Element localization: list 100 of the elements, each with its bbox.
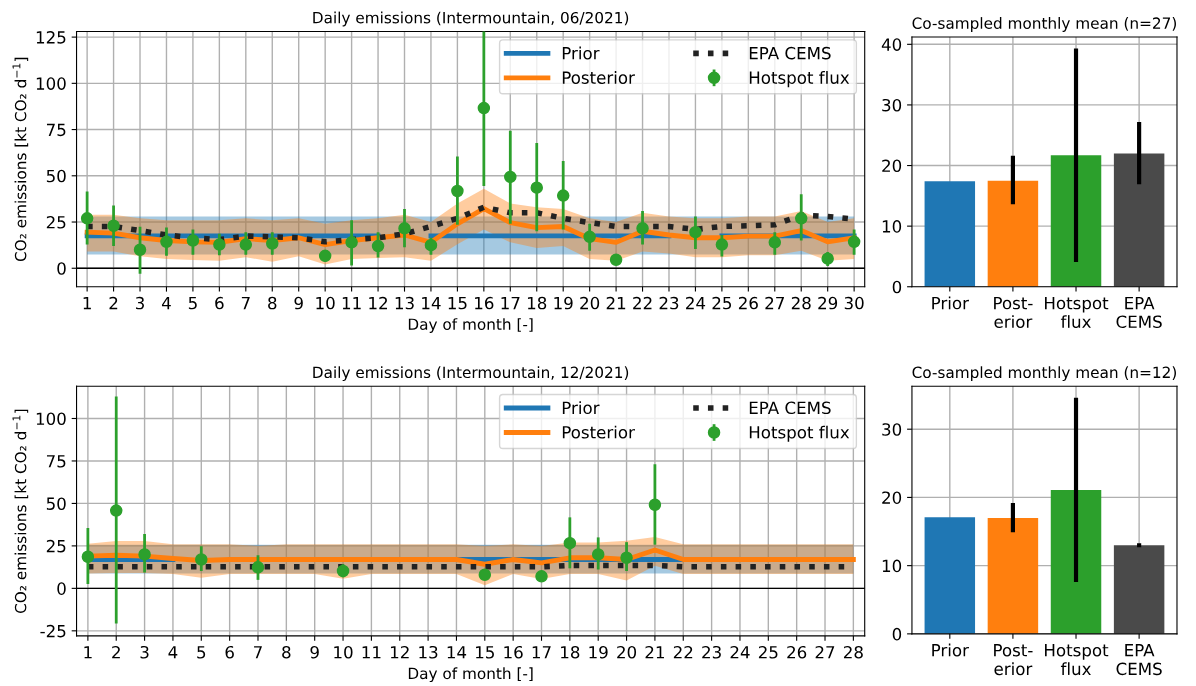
x-tick-label: 27 — [765, 296, 784, 310]
x-tick-label: 12 — [369, 296, 387, 310]
legend-label: Posterior — [562, 425, 635, 439]
x-tick-label: 10 — [334, 645, 353, 659]
legend-label: Hotspot flux — [749, 71, 850, 88]
legend-label: Posterior — [562, 71, 635, 84]
x-tick-label: 22 — [673, 645, 693, 659]
y-axis-title: CO₂ emissions [kt CO₂ d$^{−1}$] — [12, 409, 29, 614]
x-tick-label: 26 — [738, 296, 758, 310]
x-tick-label: 7 — [254, 646, 262, 659]
x-tick-label: 21 — [606, 296, 626, 310]
legend-label: Prior — [562, 401, 600, 415]
x-tick-label: Post- erior — [994, 644, 1033, 676]
x-tick-label: 25 — [712, 296, 732, 310]
x-tick-label: 24 — [730, 645, 750, 659]
chart-title: Daily emissions (Intermountain, 06/2021) — [313, 11, 629, 27]
x-tick-label: 17 — [532, 646, 551, 659]
x-tick-label: 5 — [188, 296, 197, 310]
x-tick-label: 15 — [476, 646, 494, 659]
x-tick-label: 28 — [791, 296, 811, 310]
x-tick-label: 7 — [241, 296, 250, 310]
x-tick-label: 24 — [686, 296, 706, 310]
x-tick-label: 9 — [310, 645, 319, 659]
x-tick-label: 28 — [843, 645, 863, 659]
x-axis-title: Day of month [-] — [408, 667, 533, 683]
x-tick-label: 2 — [109, 296, 118, 310]
x-tick-label: 30 — [844, 296, 864, 310]
x-tick-label: 29 — [818, 296, 838, 310]
x-tick-label: 8 — [282, 645, 291, 659]
y-axis-title: CO₂ emissions [kt CO₂ d$^{−1}$] — [12, 57, 29, 262]
y-tick-label: 40 — [881, 38, 902, 51]
x-tick-label: 13 — [395, 296, 414, 310]
x-tick-label: 22 — [633, 296, 652, 310]
x-tick-label: Hotspot flux — [1045, 296, 1109, 329]
x-tick-label: Prior — [932, 643, 969, 657]
legend-label: Prior — [562, 46, 600, 60]
x-tick-label: 21 — [645, 645, 664, 659]
x-tick-label: 20 — [580, 296, 600, 310]
x-tick-label: Post- erior — [994, 296, 1033, 329]
x-tick-label: 25 — [758, 645, 778, 659]
x-tick-label: 23 — [702, 645, 721, 659]
y-tick-label: 75 — [46, 123, 66, 137]
y-tick-label: 20 — [882, 491, 902, 504]
y-tick-label: 50 — [46, 497, 66, 510]
x-tick-label: 3 — [135, 296, 144, 310]
x-tick-label: 9 — [294, 296, 303, 310]
x-tick-label: EPA CEMS — [1116, 644, 1162, 676]
x-tick-label: 11 — [342, 296, 361, 310]
y-tick-label: 30 — [882, 98, 902, 112]
x-tick-label: 17 — [501, 296, 520, 310]
x-tick-label: 6 — [215, 296, 224, 310]
y-tick-label: 100 — [36, 77, 66, 90]
chart-title: Co-sampled monthly mean (n=12) — [912, 366, 1176, 382]
x-tick-label: 11 — [362, 646, 381, 659]
x-tick-label: 26 — [787, 645, 807, 659]
x-tick-label: 5 — [197, 646, 206, 659]
x-tick-label: 14 — [422, 296, 441, 310]
x-tick-label: 10 — [316, 296, 335, 310]
x-axis-title: Day of month [-] — [408, 318, 533, 333]
x-tick-label: 18 — [561, 645, 580, 659]
x-tick-label: 12 — [390, 645, 409, 659]
y-tick-label: 0 — [57, 582, 66, 595]
legend-label: Hotspot flux — [749, 425, 850, 442]
y-tick-label: 0 — [892, 280, 902, 294]
x-tick-label: 8 — [268, 296, 277, 310]
x-tick-label: 16 — [475, 296, 494, 310]
y-tick-label: 0 — [57, 262, 66, 275]
y-tick-label: 100 — [36, 412, 66, 426]
y-tick-label: 25 — [46, 215, 66, 229]
chart-title: Co-sampled monthly mean (n=27) — [912, 17, 1176, 32]
y-tick-label: 125 — [36, 31, 66, 44]
y-tick-label: -25 — [40, 624, 66, 638]
legend-label: EPA CEMS — [749, 46, 831, 60]
y-tick-label: 50 — [46, 169, 66, 183]
x-tick-label: 6 — [225, 645, 234, 659]
x-tick-label: 16 — [504, 645, 523, 659]
x-tick-label: 23 — [659, 296, 679, 310]
y-tick-label: 10 — [882, 559, 902, 573]
x-tick-label: 4 — [168, 646, 178, 659]
x-tick-label: 4 — [161, 296, 171, 310]
y-tick-label: 0 — [892, 627, 902, 641]
y-tick-label: 30 — [882, 423, 902, 436]
x-tick-label: 14 — [447, 646, 467, 659]
y-tick-label: 20 — [882, 159, 902, 173]
x-tick-label: 15 — [448, 296, 467, 310]
chart-title: Daily emissions (Intermountain, 12/2021) — [313, 366, 629, 382]
x-tick-label: 19 — [554, 296, 573, 310]
x-tick-label: 19 — [589, 645, 608, 659]
x-tick-label: 1 — [84, 646, 92, 659]
x-tick-label: 18 — [527, 296, 547, 310]
x-tick-label: 20 — [617, 645, 637, 659]
y-tick-label: 10 — [882, 220, 902, 233]
x-tick-label: 13 — [419, 645, 438, 659]
x-tick-label: Hotspot flux — [1045, 644, 1109, 676]
y-tick-label: 75 — [46, 455, 66, 468]
x-tick-label: Prior — [932, 296, 969, 310]
x-tick-label: 27 — [815, 645, 835, 659]
x-tick-label: 1 — [83, 296, 91, 310]
y-tick-label: 25 — [46, 539, 66, 553]
x-tick-label: 2 — [112, 645, 120, 659]
